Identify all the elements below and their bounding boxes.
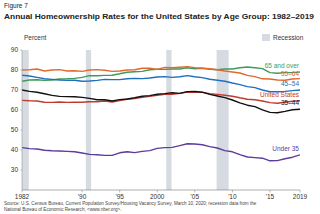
y-tick-label: 90 xyxy=(11,46,19,53)
x-tick-label: 2000 xyxy=(150,193,165,200)
y-tick-label: 30 xyxy=(11,166,19,173)
y-tick-label: 40 xyxy=(11,146,19,153)
chart: Figure 7 Annual Homeownership Rates for t… xyxy=(0,0,320,214)
series-line xyxy=(22,144,300,161)
recession-band xyxy=(166,50,171,190)
plot-area xyxy=(22,50,300,190)
series-line xyxy=(22,67,300,81)
y-tick-label: 70 xyxy=(11,86,19,93)
x-tick-label: '10 xyxy=(228,193,237,200)
x-tick-label: 1982 xyxy=(15,193,30,200)
title: Annual Homeownership Rates for the Unite… xyxy=(4,12,314,21)
x-tick-label: '15 xyxy=(266,193,275,200)
series-label: Under 35 xyxy=(272,145,299,152)
recession-legend-swatch xyxy=(262,34,270,41)
y-label: Percent xyxy=(24,34,47,41)
series-line xyxy=(22,67,300,81)
series-label: 35–44 xyxy=(281,99,299,106)
series-label: 55–64 xyxy=(281,70,299,77)
x-tick-label: '05 xyxy=(191,193,200,200)
y-axis xyxy=(22,50,23,190)
source-note: National Bureau of Economic Research, <w… xyxy=(4,207,121,212)
recession-band xyxy=(22,50,29,190)
series-label: United States xyxy=(260,91,300,98)
x-tick-label: '95 xyxy=(115,193,124,200)
x-tick-label: '90 xyxy=(78,193,87,200)
series-line xyxy=(22,75,300,92)
x-tick-label: 2019 xyxy=(293,193,308,200)
y-tick-label: 80 xyxy=(11,66,19,73)
y-tick-label: 50 xyxy=(11,126,19,133)
y-tick-label: 60 xyxy=(11,106,19,113)
source-note: Source: U.S. Census Bureau, Current Popu… xyxy=(4,201,257,206)
series-label: 65 and over xyxy=(265,62,300,69)
recession-legend-label: Recession xyxy=(273,34,304,41)
x-axis xyxy=(22,190,300,191)
series-line xyxy=(22,90,300,113)
series-label: 45–54 xyxy=(281,80,299,87)
figure-label: Figure 7 xyxy=(4,2,28,10)
background xyxy=(0,0,320,214)
